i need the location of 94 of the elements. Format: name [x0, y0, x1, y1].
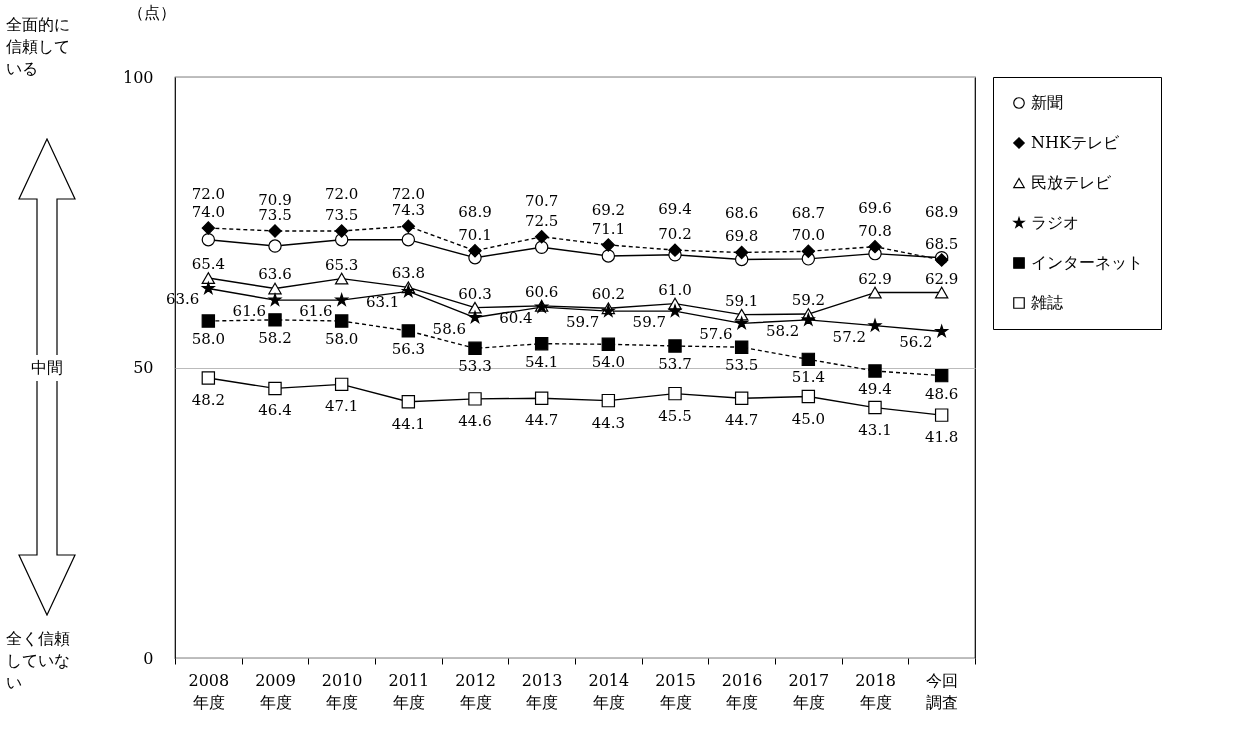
- legend-label: インターネット: [1031, 253, 1143, 272]
- data-label: 58.0: [324, 330, 359, 349]
- data-label: 72.0: [191, 184, 226, 203]
- data-label: 62.9: [924, 269, 959, 288]
- x-tick-label: 2017 年度: [788, 670, 830, 712]
- data-label: 57.6: [699, 325, 733, 344]
- y-tick-label: 0: [143, 648, 154, 668]
- data-label: 69.8: [724, 227, 759, 246]
- data-label: 58.6: [432, 319, 466, 338]
- x-tick-label: 2016 年度: [721, 670, 763, 712]
- data-label: 44.3: [591, 413, 626, 432]
- data-label: 70.7: [524, 192, 559, 211]
- text: （点）: [128, 2, 176, 24]
- data-label: 73.5: [324, 205, 359, 224]
- data-label: 60.2: [591, 285, 626, 304]
- data-label: 69.2: [591, 200, 626, 219]
- legend-label: 新聞: [1031, 93, 1063, 112]
- data-label: 48.6: [924, 384, 959, 403]
- data-label: 70.0: [791, 226, 826, 245]
- data-label: 43.1: [858, 420, 892, 439]
- data-label: 68.6: [724, 204, 759, 223]
- x-tick-label: 2012 年度: [455, 670, 496, 712]
- text: 全面的に信頼している: [6, 14, 71, 80]
- data-label: 60.6: [524, 282, 559, 301]
- data-label: 74.3: [391, 201, 426, 220]
- data-label: 63.6: [258, 265, 292, 284]
- data-label: 53.5: [724, 356, 759, 375]
- x-tick-label: 2015 年度: [655, 670, 696, 712]
- legend-label: NHKテレビ: [1031, 133, 1120, 152]
- data-label: 74.0: [191, 203, 226, 222]
- x-tick-label: 2008 年度: [188, 670, 230, 712]
- data-label: 68.9: [924, 202, 959, 221]
- data-label: 61.0: [658, 280, 692, 299]
- data-label: 69.6: [858, 198, 892, 217]
- data-label: 59.2: [791, 291, 826, 310]
- data-label: 44.7: [724, 411, 759, 430]
- data-label: 44.7: [524, 411, 559, 430]
- legend-label: 雑誌: [1031, 293, 1063, 312]
- data-label: 54.0: [591, 353, 626, 372]
- data-label: 62.9: [858, 269, 892, 288]
- data-label: 57.2: [832, 327, 866, 346]
- data-label: 72.0: [324, 184, 359, 203]
- data-label: 65.4: [191, 255, 226, 274]
- data-label: 61.6: [232, 302, 266, 321]
- data-label: 68.7: [791, 203, 826, 222]
- data-label: 56.2: [899, 333, 933, 352]
- data-label: 54.1: [524, 352, 559, 371]
- data-label: 72.0: [391, 184, 426, 203]
- data-label: 58.2: [765, 321, 800, 340]
- y-tick-label: 100: [122, 67, 154, 87]
- data-label: 56.3: [391, 339, 426, 358]
- data-label: 53.3: [458, 357, 492, 376]
- data-label: 70.2: [658, 225, 692, 244]
- y-tick-label: 50: [133, 358, 154, 377]
- data-label: 63.8: [391, 264, 426, 283]
- data-label: 44.1: [391, 414, 426, 433]
- data-label: 47.1: [324, 397, 359, 416]
- data-label: 48.2: [191, 390, 226, 409]
- data-label: 68.9: [458, 202, 492, 221]
- legend-label: 民放テレビ: [1031, 173, 1112, 192]
- legend-label: ラジオ: [1031, 213, 1079, 232]
- data-label: 63.1: [365, 293, 400, 312]
- data-label: 45.0: [791, 409, 826, 428]
- data-label: 68.5: [924, 235, 959, 254]
- data-label: 61.6: [299, 302, 333, 321]
- x-tick-label: 今回調査: [926, 670, 959, 712]
- data-label: 41.8: [924, 428, 959, 447]
- x-tick-label: 2009 年度: [255, 670, 296, 712]
- data-label: 71.1: [591, 219, 626, 238]
- x-tick-label: 2018 年度: [855, 670, 896, 712]
- x-tick-label: 2011 年度: [388, 670, 430, 712]
- data-label: 58.0: [191, 330, 226, 349]
- x-tick-label: 2013 年度: [521, 670, 563, 712]
- data-label: 72.5: [524, 211, 559, 230]
- data-label: 60.4: [499, 309, 533, 328]
- data-label: 60.3: [458, 284, 492, 303]
- data-label: 53.7: [658, 355, 692, 373]
- data-label: 46.4: [258, 401, 292, 420]
- x-tick-label: 2010 年度: [321, 670, 363, 712]
- data-label: 51.4: [791, 368, 826, 387]
- text: 中間: [31, 355, 63, 381]
- data-label: 65.3: [324, 255, 359, 274]
- data-label: 58.2: [258, 328, 292, 347]
- x-tick-label: 2014 年度: [588, 670, 630, 712]
- data-label: 59.7: [565, 313, 600, 332]
- data-label: 70.8: [858, 221, 892, 240]
- data-label: 59.7: [632, 313, 666, 332]
- data-label: 69.4: [658, 199, 692, 218]
- text: 全く信頼していない: [6, 628, 71, 694]
- data-label: 49.4: [858, 379, 892, 398]
- data-label: 44.6: [458, 411, 492, 430]
- data-label: 70.1: [458, 225, 492, 244]
- data-label: 45.5: [658, 406, 692, 425]
- data-label: 59.1: [724, 291, 759, 310]
